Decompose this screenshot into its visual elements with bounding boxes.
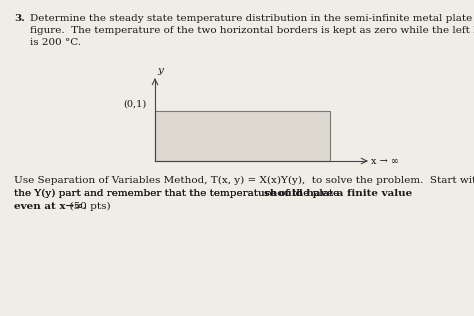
Text: y: y [157,66,163,75]
Text: even at x→∞.: even at x→∞. [14,202,87,211]
Text: the Y(y) part and remember that the temperature of the plate: the Y(y) part and remember that the temp… [14,189,343,198]
Text: (0,1): (0,1) [124,100,147,109]
Text: 3.: 3. [14,14,25,23]
Text: the Y(y) part and remember that the temperature of the plate: the Y(y) part and remember that the temp… [14,189,343,198]
Text: Determine the steady state temperature distribution in the semi-infinite metal p: Determine the steady state temperature d… [30,14,474,46]
Text: should have a finite value: should have a finite value [264,189,412,198]
Bar [155,111,330,161]
Text: Use Separation of Variables Method, T(x, y) = X(x)Y(y),  to solve the problem.  : Use Separation of Variables Method, T(x,… [14,176,474,185]
Text: x → ∞: x → ∞ [371,156,399,166]
Text: (50 pts): (50 pts) [63,202,111,211]
